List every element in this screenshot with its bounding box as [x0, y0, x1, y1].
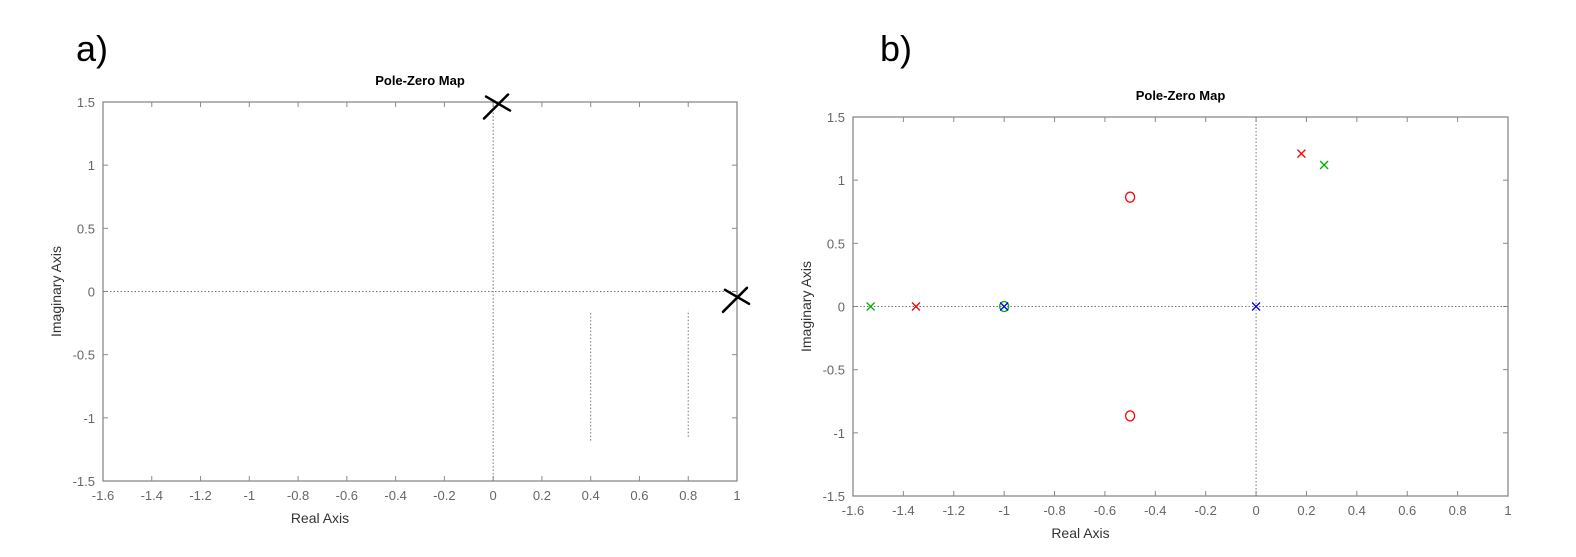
y-tick-label: -1.5 [823, 489, 845, 504]
x-tick-label: 0.4 [1348, 503, 1366, 518]
y-tick-label: 0 [88, 285, 95, 300]
chart-title: Pole-Zero Map [375, 73, 465, 88]
x-tick-label: 0.2 [533, 488, 551, 503]
pole-marker [866, 302, 876, 311]
y-tick-label: 0.5 [827, 236, 845, 251]
y-tick-label: -0.5 [73, 348, 95, 363]
x-tick-label: -0.6 [336, 488, 358, 503]
zero-marker [999, 300, 1010, 313]
x-tick-label: -1.6 [842, 503, 864, 518]
x-tick-label: 0.2 [1297, 503, 1315, 518]
x-tick-label: -0.4 [1144, 503, 1166, 518]
x-tick-label: -1.2 [189, 488, 211, 503]
chart-panel-a: Pole-Zero Map Real Axis Imaginary Axis -1.6… [48, 73, 751, 526]
x-tick-label: -1.4 [892, 503, 914, 518]
y-axis-label: Imaginary Axis [48, 246, 64, 337]
y-tick-label: 1.5 [77, 95, 95, 110]
x-tick-label: 0.6 [1398, 503, 1416, 518]
pole-marker [999, 302, 1009, 311]
x-axis-label: Real Axis [1051, 525, 1109, 541]
pole-marker [911, 302, 921, 311]
y-tick-label: -1.5 [73, 474, 95, 489]
x-tick-label: -1.2 [943, 503, 965, 518]
panel-label-a: a) [76, 28, 109, 69]
handwritten-pole-mark [721, 286, 751, 314]
x-tick-label: 1 [1504, 503, 1511, 518]
pole-marker [1251, 302, 1261, 311]
x-tick-label: -0.2 [433, 488, 455, 503]
x-tick-label: 0.6 [630, 488, 648, 503]
y-tick-label: 1 [838, 173, 845, 188]
x-tick-label: -0.8 [1043, 503, 1065, 518]
x-tick-label: 1 [733, 488, 740, 503]
x-tick-label: -1 [244, 488, 256, 503]
y-axis-label: Imaginary Axis [798, 261, 814, 352]
y-tick-label: 0 [838, 300, 845, 315]
pole-marker [1319, 160, 1329, 170]
chart-title: Pole-Zero Map [1136, 88, 1226, 103]
x-tick-label: -0.6 [1094, 503, 1116, 518]
x-tick-label: 0.8 [1449, 503, 1467, 518]
x-tick-label: 0.8 [679, 488, 697, 503]
zero-marker [1124, 191, 1136, 203]
y-tick-label: 0.5 [77, 221, 95, 236]
pole-marker [1296, 149, 1306, 159]
y-tick-label: -0.5 [823, 363, 845, 378]
zero-marker [1124, 410, 1136, 422]
x-tick-label: -1.4 [141, 488, 163, 503]
x-tick-label: 0 [1252, 503, 1259, 518]
chart-panel-b: Pole-Zero Map Real Axis Imaginary Axis -1.6… [798, 88, 1512, 541]
x-tick-label: 0 [490, 488, 497, 503]
panel-label-b: b) [880, 28, 913, 69]
x-tick-label: -1 [998, 503, 1010, 518]
x-tick-label: -1.6 [92, 488, 114, 503]
x-tick-label: -0.8 [287, 488, 309, 503]
y-tick-label: -1 [83, 411, 95, 426]
handwritten-pole-mark [482, 93, 512, 120]
x-tick-label: -0.2 [1194, 503, 1216, 518]
x-tick-label: -0.4 [384, 488, 406, 503]
y-tick-label: 1.5 [827, 110, 845, 125]
x-tick-label: 0.4 [582, 488, 600, 503]
x-axis-label: Real Axis [291, 510, 349, 526]
y-tick-label: 1 [88, 158, 95, 173]
y-tick-label: -1 [833, 426, 845, 441]
